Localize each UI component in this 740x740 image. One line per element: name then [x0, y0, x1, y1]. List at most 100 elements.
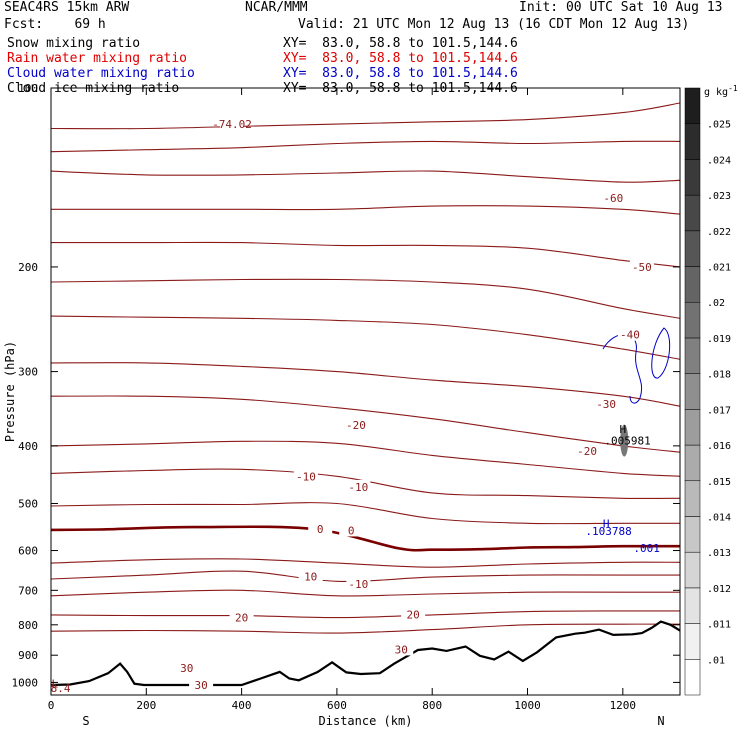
colorbar-swatch — [684, 587, 701, 624]
colorbar-swatch — [684, 480, 701, 517]
x-end-label-south: S — [82, 714, 89, 728]
isotherm-label-bg — [298, 569, 323, 583]
isotherm-label: 30 — [395, 643, 408, 656]
y-tick-label: 800 — [18, 619, 38, 632]
isotherm-line — [51, 241, 680, 268]
isotherm-line — [51, 205, 680, 215]
isotherm-label: 0 — [317, 523, 324, 536]
y-tick-label: 600 — [18, 545, 38, 558]
cloud-ice-shading — [620, 424, 629, 457]
colorbar-swatch — [684, 337, 701, 374]
colorbar-tick-label: .011 — [707, 620, 731, 631]
colorbar-swatch — [684, 623, 701, 660]
isotherm-label: -10 — [348, 481, 368, 494]
colorbar-swatch — [684, 159, 701, 196]
isotherm-line — [51, 610, 680, 619]
colorbar-tick-label: .015 — [707, 477, 731, 488]
colorbar-tick-label: .025 — [707, 120, 731, 131]
colorbar-swatch — [684, 230, 701, 267]
y-tick-label: 200 — [18, 261, 38, 274]
isotherm-label-bg — [601, 190, 626, 204]
y-tick-label: 700 — [18, 584, 38, 597]
isotherm-line — [51, 502, 680, 525]
colorbar-tick-label: .018 — [707, 370, 731, 381]
isotherm-label: -74.02 — [212, 118, 252, 131]
isotherm-label: -50 — [632, 261, 652, 274]
colorbar-tick-label: .019 — [707, 334, 731, 345]
cloud-water-contour — [602, 333, 642, 404]
isotherm-line — [51, 170, 680, 183]
isotherm-label-bg — [346, 576, 371, 590]
isotherm-line — [51, 362, 680, 407]
isotherm-line — [51, 468, 680, 500]
legend-rain-xy: XY= 83.0, 58.8 to 101.5,144.6 — [283, 51, 518, 66]
freezing-level-line — [51, 525, 680, 552]
contour-extremum-label: H — [620, 423, 627, 436]
colorbar-tick-label: .02 — [707, 298, 725, 309]
x-tick-label: 800 — [422, 699, 442, 712]
y-tick-label: 300 — [18, 366, 38, 379]
plot-frame — [50, 87, 681, 696]
isotherm-label: -30 — [596, 398, 616, 411]
isotherm-label: 0 — [348, 524, 355, 537]
isotherm-line — [51, 315, 680, 360]
contour-group — [51, 102, 680, 695]
colorbar-tick-label: .01 — [707, 655, 725, 666]
colorbar-tick-label: .013 — [707, 548, 731, 559]
isotherm-line — [51, 570, 680, 583]
y-tick-label: 500 — [18, 497, 38, 510]
contour-extremum-label: L — [51, 677, 58, 690]
isotherm-label-bg — [629, 259, 654, 273]
contour-extremum-label: .005981 — [604, 435, 650, 448]
x-tick-label: 400 — [232, 699, 252, 712]
colorbar-swatch — [684, 551, 701, 589]
isotherm-label: -40 — [620, 329, 640, 342]
isotherm-label-bg — [189, 677, 214, 691]
x-tick-label: 1000 — [514, 699, 541, 712]
isotherm-label: -10 — [296, 470, 316, 483]
isotherm-label-bg — [293, 469, 318, 483]
colorbar-swatch — [684, 516, 701, 553]
colorbar-swatch — [684, 659, 701, 696]
org-title: NCAR/MMM — [245, 0, 308, 15]
contour-extremum-label: 8.4 — [51, 682, 71, 695]
x-tick-label: 200 — [136, 699, 156, 712]
isotherm-label-bg — [343, 418, 368, 432]
colorbar-swatch — [684, 123, 701, 160]
colorbar-tick-label: .012 — [707, 584, 731, 595]
isotherm-label-bg — [346, 479, 371, 493]
isotherm-label: -10 — [348, 578, 368, 591]
colorbar-swatch — [684, 409, 701, 446]
y-tick-label: 1000 — [12, 676, 39, 689]
isotherm-line — [51, 558, 680, 568]
isotherm-label-bg — [389, 642, 414, 656]
isotherm-label-bg — [308, 522, 333, 536]
y-axis-label: Pressure (hPa) — [3, 341, 17, 442]
valid-time: Valid: 21 UTC Mon 12 Aug 13 (16 CDT Mon … — [298, 17, 690, 32]
legend-rain-label: Rain water mixing ratio — [7, 51, 188, 66]
isotherm-label-bg — [401, 607, 426, 621]
isotherm-line — [51, 623, 680, 634]
colorbar-tick-label: .023 — [707, 191, 731, 202]
isotherm-label-bg — [575, 443, 600, 457]
colorbar-tick-label: .016 — [707, 441, 731, 452]
isotherm-label: 10 — [304, 571, 317, 584]
isotherm-line — [51, 140, 680, 153]
isotherm-label: -20 — [577, 445, 597, 458]
contour-extremum-label: .001 — [633, 542, 660, 555]
y-tick-label: 400 — [18, 440, 38, 453]
forecast-hour: Fcst: 69 h — [4, 17, 106, 32]
isotherm-label: -60 — [603, 192, 623, 205]
isotherm-label: 20 — [235, 612, 248, 625]
isotherm-label-bg — [617, 327, 642, 341]
colorbar-swatch — [684, 87, 701, 124]
isotherm-label: 30 — [194, 679, 207, 692]
y-tick-label: 100 — [18, 82, 38, 95]
model-title: SEAC4RS 15km ARW — [4, 0, 130, 15]
colorbar-tick-label: .021 — [707, 263, 731, 274]
cloud-water-contour — [651, 327, 671, 379]
contour-extremum-label: H — [603, 517, 610, 530]
colorbar-tick-label: .014 — [707, 512, 731, 523]
